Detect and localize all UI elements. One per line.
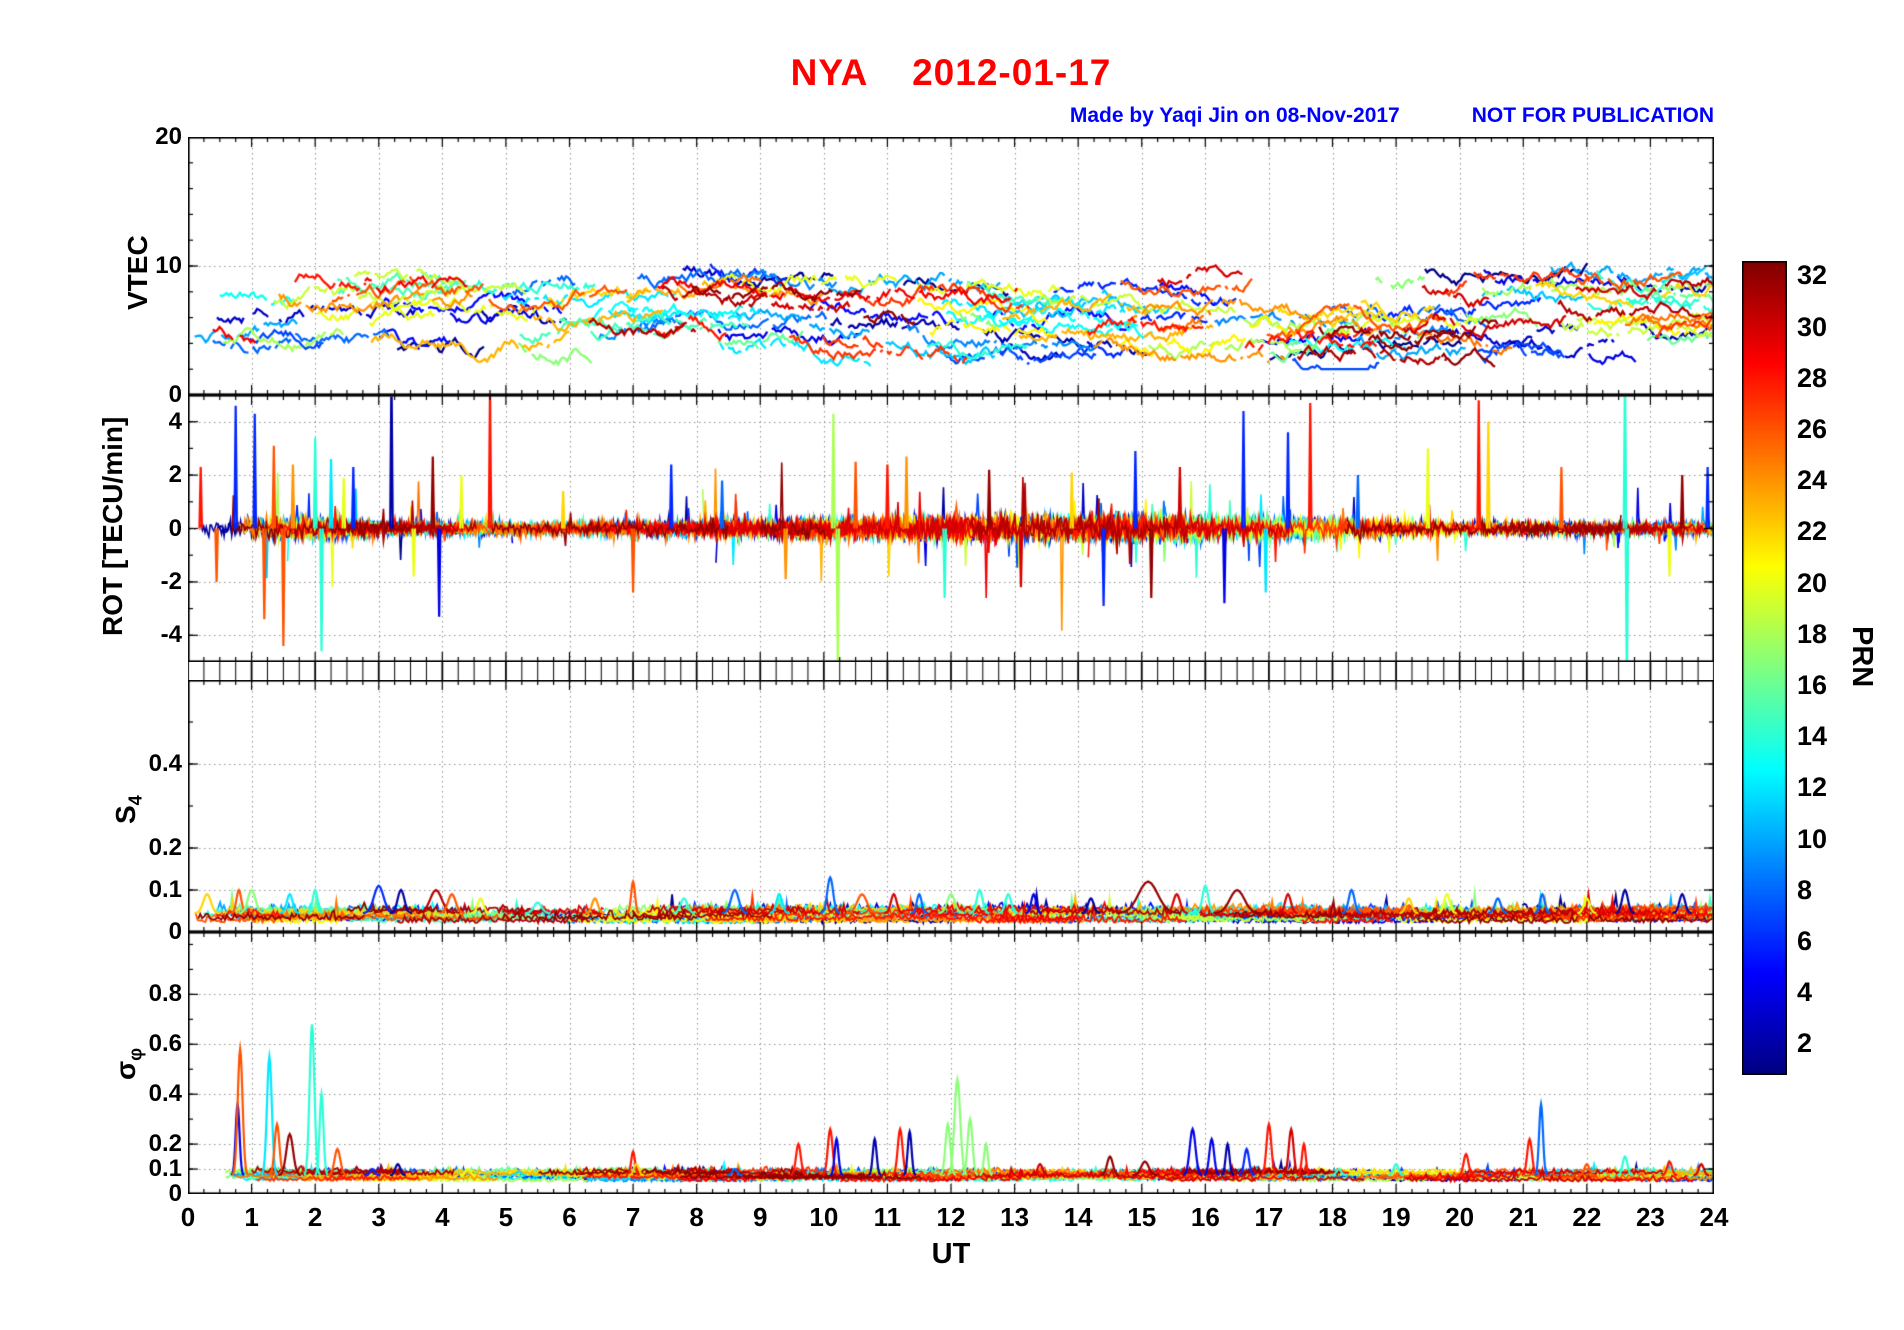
x-tick-label: 2 xyxy=(307,1202,323,1232)
sigma-phi-panel-canvas xyxy=(188,932,1714,1194)
colorbar-axis-label: PRN xyxy=(1846,626,1878,688)
x-tick-label: 0 xyxy=(180,1202,196,1232)
x-tick-label: 24 xyxy=(1699,1202,1729,1232)
colorbar-tick-label: 8 xyxy=(1797,874,1813,905)
x-tick-label: 22 xyxy=(1572,1202,1602,1232)
colorbar-tick-label: 26 xyxy=(1797,413,1828,444)
x-tick-label: 4 xyxy=(435,1202,450,1232)
x-tick-label: 18 xyxy=(1318,1202,1347,1232)
y-tick-label: 0 xyxy=(168,514,182,542)
x-tick-label: 7 xyxy=(625,1202,641,1232)
y-tick-label: 0.6 xyxy=(148,1030,182,1058)
y-tick-label: 0.4 xyxy=(148,1080,182,1108)
y-tick-label: 0 xyxy=(168,381,182,408)
colorbar-tick-label: 24 xyxy=(1797,465,1828,496)
axis-tick-strip xyxy=(188,662,1714,680)
x-tick-label: 20 xyxy=(1445,1202,1475,1232)
x-tick-label: 11 xyxy=(873,1202,902,1232)
colorbar-tick-label: 18 xyxy=(1797,618,1828,649)
x-tick-label: 21 xyxy=(1508,1202,1538,1232)
s4-panel-canvas xyxy=(188,680,1714,932)
y-tick-label: 0.8 xyxy=(148,980,182,1008)
prn-colorbar xyxy=(1742,261,1787,1075)
x-tick-label: 16 xyxy=(1190,1202,1220,1232)
plot-title: NYA 2012-01-17 xyxy=(790,52,1112,93)
colorbar-tick-label: 20 xyxy=(1797,567,1828,598)
x-tick-label: 17 xyxy=(1254,1202,1284,1232)
x-tick-label: 19 xyxy=(1381,1202,1411,1232)
y-tick-label: 0.1 xyxy=(148,1155,182,1183)
x-tick-label: 15 xyxy=(1127,1202,1157,1232)
s4-axis-label: S4 xyxy=(110,795,146,824)
x-tick-label: 5 xyxy=(498,1202,514,1232)
colorbar-tick-label: 30 xyxy=(1797,311,1828,342)
y-tick-label: 20 xyxy=(155,123,182,150)
y-tick-label: -4 xyxy=(160,621,182,649)
credit-notice: NOT FOR PUBLICATION xyxy=(1471,104,1714,127)
y-tick-label: 4 xyxy=(168,407,182,435)
rot-axis-label: ROT [TECU/min] xyxy=(97,416,128,636)
vtec-panel-canvas xyxy=(188,137,1714,395)
colorbar-tick-label: 6 xyxy=(1797,925,1813,956)
credit-line: Made by Yaqi Jin on 08-Nov-2017 NOT FOR … xyxy=(1070,104,1714,128)
y-tick-label: 0.2 xyxy=(148,834,182,861)
colorbar-tick-label: 4 xyxy=(1797,977,1813,1008)
rot-panel-canvas xyxy=(188,395,1714,662)
y-tick-label: 0.4 xyxy=(148,750,182,777)
sigma-phi-axis-label: σφ xyxy=(110,1047,146,1080)
y-tick-label: 0.2 xyxy=(148,1130,182,1158)
colorbar-tick-label: 32 xyxy=(1797,260,1828,291)
colorbar-tick-label: 28 xyxy=(1797,362,1828,393)
x-tick-label: 1 xyxy=(244,1202,259,1232)
x-tick-label: 13 xyxy=(1000,1202,1030,1232)
x-tick-label: 6 xyxy=(562,1202,577,1232)
vtec-axis-label: VTEC xyxy=(122,235,153,310)
y-tick-label: 2 xyxy=(168,461,182,489)
x-axis-label: UT xyxy=(931,1238,971,1270)
colorbar-tick-label: 12 xyxy=(1797,772,1828,803)
x-tick-label: 3 xyxy=(371,1202,386,1232)
x-tick-label: 12 xyxy=(936,1202,966,1232)
colorbar-tick-label: 16 xyxy=(1797,669,1828,700)
colorbar-tick-label: 2 xyxy=(1797,1028,1813,1059)
colorbar-tick-label: 22 xyxy=(1797,516,1828,547)
y-tick-label: 10 xyxy=(155,252,182,279)
y-tick-label: 0 xyxy=(168,918,182,945)
y-tick-label: -2 xyxy=(160,567,182,595)
credit-author: Made by Yaqi Jin on 08-Nov-2017 xyxy=(1069,104,1400,127)
x-tick-label: 23 xyxy=(1635,1202,1665,1232)
x-tick-label: 9 xyxy=(753,1202,768,1232)
x-tick-label: 14 xyxy=(1063,1202,1093,1232)
y-tick-label: 0.1 xyxy=(148,876,182,903)
x-tick-label: 8 xyxy=(689,1202,704,1232)
x-tick-label: 10 xyxy=(809,1202,839,1232)
colorbar-tick-label: 10 xyxy=(1797,823,1828,854)
colorbar-tick-label: 14 xyxy=(1797,721,1828,752)
y-tick-label: 0 xyxy=(168,1180,182,1207)
